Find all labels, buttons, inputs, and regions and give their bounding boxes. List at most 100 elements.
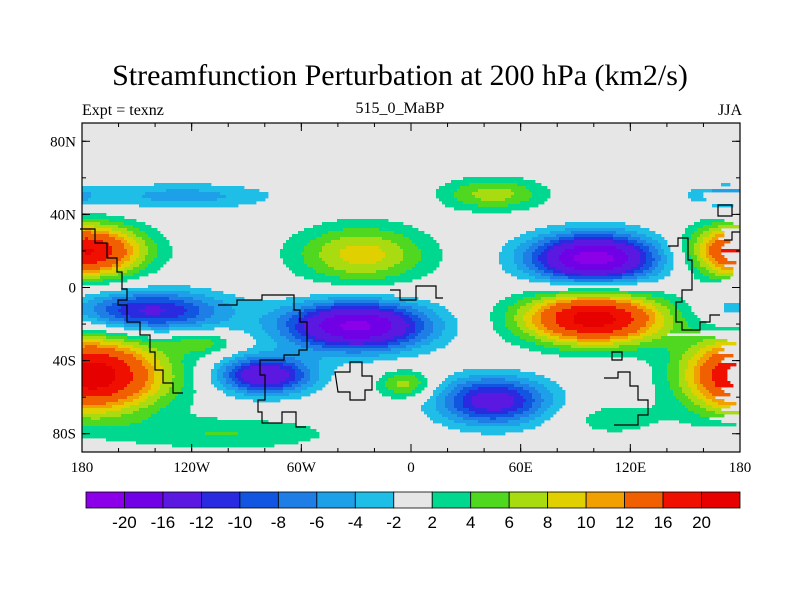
- contour-cell: [670, 360, 680, 364]
- contour-cell: [544, 411, 557, 415]
- contour-cell: [394, 375, 416, 379]
- colorbar-label: -16: [151, 513, 176, 532]
- contour-cell: [148, 324, 170, 328]
- contour-cell: [532, 318, 542, 322]
- contour-cell: [616, 306, 638, 310]
- contour-cell: [100, 273, 119, 277]
- contour-cell: [481, 198, 506, 202]
- contour-cell: [163, 369, 173, 373]
- contour-cell: [688, 246, 695, 250]
- contour-cell: [82, 345, 86, 349]
- contour-cell: [499, 300, 518, 304]
- contour-cell: [136, 240, 146, 244]
- contour-cell: [262, 327, 278, 331]
- contour-cell: [607, 273, 623, 277]
- contour-cell: [544, 270, 554, 274]
- contour-cell: [397, 339, 410, 343]
- contour-cell: [406, 336, 416, 340]
- contour-cell: [466, 381, 521, 385]
- contour-cell: [82, 381, 113, 385]
- contour-cell: [136, 357, 146, 361]
- contour-cell: [82, 222, 101, 226]
- contour-cell: [652, 372, 668, 376]
- contour-cell: [91, 231, 110, 235]
- contour-cell: [694, 243, 701, 247]
- contour-cell: [556, 315, 575, 319]
- contour-cell: [316, 270, 347, 274]
- contour-cell: [316, 309, 332, 313]
- contour-cell: [640, 327, 650, 331]
- contour-cell: [547, 303, 557, 307]
- contour-cell: [82, 426, 311, 430]
- contour-cell: [391, 396, 407, 400]
- contour-cell: [157, 243, 170, 247]
- contour-cell: [613, 255, 629, 259]
- contour-cell: [454, 396, 464, 400]
- colorbar-swatch: [508, 491, 549, 509]
- contour-cell: [535, 276, 551, 280]
- contour-cell: [139, 270, 158, 274]
- contour-cell: [655, 384, 671, 388]
- colorbar-label: 10: [577, 513, 596, 532]
- contour-cell: [544, 324, 560, 328]
- contour-cell: [136, 234, 149, 238]
- contour-cell: [529, 327, 539, 331]
- contour-cell: [415, 327, 425, 331]
- contour-cell: [706, 246, 710, 250]
- contour-cell: [286, 324, 296, 328]
- contour-cell: [184, 312, 200, 316]
- contour-cell: [340, 249, 383, 253]
- contour-cell: [82, 432, 206, 436]
- contour-cell: [406, 327, 416, 331]
- contour-cell: [547, 267, 557, 271]
- contour-cell: [652, 237, 665, 241]
- contour-cell: [169, 360, 182, 364]
- contour-cell: [301, 252, 320, 256]
- contour-cell: [511, 405, 524, 409]
- contour-cell: [325, 342, 350, 346]
- contour-cell: [511, 294, 536, 298]
- contour-cell: [403, 249, 422, 253]
- contour-cell: [235, 390, 248, 394]
- contour-cell: [259, 318, 278, 322]
- contour-cell: [520, 393, 533, 397]
- contour-cell: [82, 273, 101, 277]
- contour-cell: [304, 324, 320, 328]
- contour-cell: [631, 312, 647, 316]
- contour-cell: [313, 279, 413, 283]
- contour-cell: [700, 378, 713, 382]
- contour-cell: [316, 306, 332, 310]
- contour-cell: [646, 330, 659, 334]
- contour-cell: [325, 273, 401, 277]
- contour-cell: [121, 342, 140, 346]
- contour-cell: [532, 315, 542, 319]
- contour-cell: [229, 318, 260, 322]
- contour-cell: [634, 243, 644, 247]
- contour-cell: [445, 324, 458, 328]
- contour-cell: [148, 351, 164, 355]
- contour-cell: [298, 330, 308, 334]
- contour-cell: [265, 330, 281, 334]
- contour-cell: [382, 237, 410, 241]
- contour-cell: [664, 264, 674, 268]
- contour-cell: [148, 375, 155, 379]
- contour-cell: [706, 249, 710, 253]
- contour-cell: [97, 318, 110, 322]
- contour-cell: [517, 267, 530, 271]
- contour-cell: [712, 405, 731, 409]
- contour-cell: [385, 372, 422, 376]
- contour-cell: [334, 300, 380, 304]
- contour-cell: [547, 408, 560, 412]
- contour-cell: [688, 348, 701, 352]
- contour-cell: [718, 363, 737, 367]
- contour-cell: [313, 384, 326, 388]
- contour-cell: [445, 387, 455, 391]
- contour-cell: [715, 264, 725, 268]
- contour-cell: [133, 231, 146, 235]
- contour-cell: [82, 282, 110, 286]
- contour-cell: [283, 384, 293, 388]
- contour-cell: [652, 303, 662, 307]
- contour-cell: [439, 315, 455, 319]
- contour-cell: [688, 264, 695, 268]
